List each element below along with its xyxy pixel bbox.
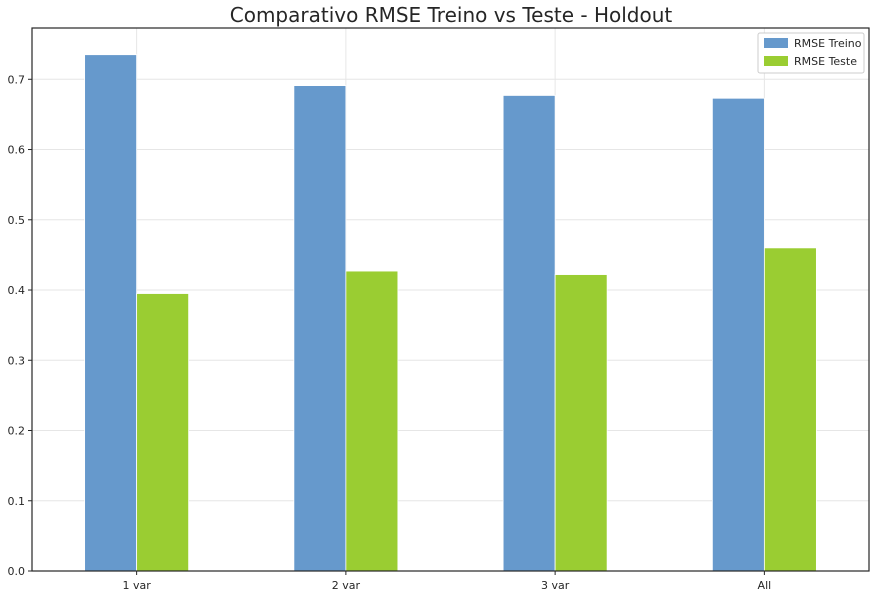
legend-label-treino: RMSE Treino xyxy=(794,37,862,50)
y-tick-label: 0.7 xyxy=(8,73,26,86)
y-tick-label: 0.3 xyxy=(8,354,26,367)
bar-rmse-teste xyxy=(345,270,399,572)
bar-rmse-treino xyxy=(502,95,556,572)
legend-swatch-teste xyxy=(764,56,788,66)
legend-swatch-treino xyxy=(764,38,788,48)
plot-frame xyxy=(31,27,870,572)
legend: RMSE Treino RMSE Teste xyxy=(757,32,865,74)
x-tick-label: All xyxy=(758,579,772,592)
y-tick-label: 0.6 xyxy=(8,144,26,157)
bar-rmse-treino xyxy=(711,97,765,572)
x-axis-ticks: 1 var 2 var 3 var All xyxy=(122,571,771,592)
y-tick-label: 0.2 xyxy=(8,425,26,438)
bar-rmse-teste xyxy=(136,293,190,572)
y-tick-label: 0.1 xyxy=(8,495,26,508)
legend-label-teste: RMSE Teste xyxy=(794,55,857,68)
bar-rmse-teste xyxy=(554,274,608,572)
bar-rmse-treino xyxy=(293,85,347,572)
y-tick-label: 0.4 xyxy=(8,284,26,297)
y-tick-label: 0.0 xyxy=(8,565,26,578)
x-tick-label: 1 var xyxy=(122,579,151,592)
chart-title: Comparativo RMSE Treino vs Teste - Holdo… xyxy=(230,3,673,27)
y-axis-ticks: 0.0 0.1 0.2 0.3 0.4 0.5 0.6 0.7 xyxy=(8,73,32,578)
bars xyxy=(84,54,817,572)
bar-rmse-teste xyxy=(763,247,817,572)
y-tick-label: 0.5 xyxy=(8,214,26,227)
x-tick-label: 3 var xyxy=(541,579,570,592)
bar-rmse-treino xyxy=(84,54,138,572)
x-tick-label: 2 var xyxy=(332,579,361,592)
